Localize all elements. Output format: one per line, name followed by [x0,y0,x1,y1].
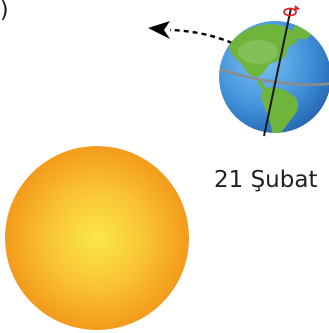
rotation-arrow-icon [283,5,300,17]
clipped-parenthesis: ) [0,0,9,23]
dashed-arrow-icon [148,21,233,45]
earth-axis [263,7,292,137]
earth-globe-icon [219,21,329,133]
sun-icon [5,146,189,330]
date-label: 21 Şubat [214,167,318,193]
